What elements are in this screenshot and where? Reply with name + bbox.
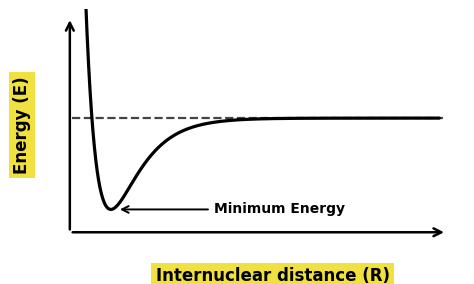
Text: Energy (E): Energy (E)	[13, 76, 31, 174]
Text: Internuclear distance (R): Internuclear distance (R)	[155, 267, 390, 284]
Text: Minimum Energy: Minimum Energy	[122, 202, 345, 216]
